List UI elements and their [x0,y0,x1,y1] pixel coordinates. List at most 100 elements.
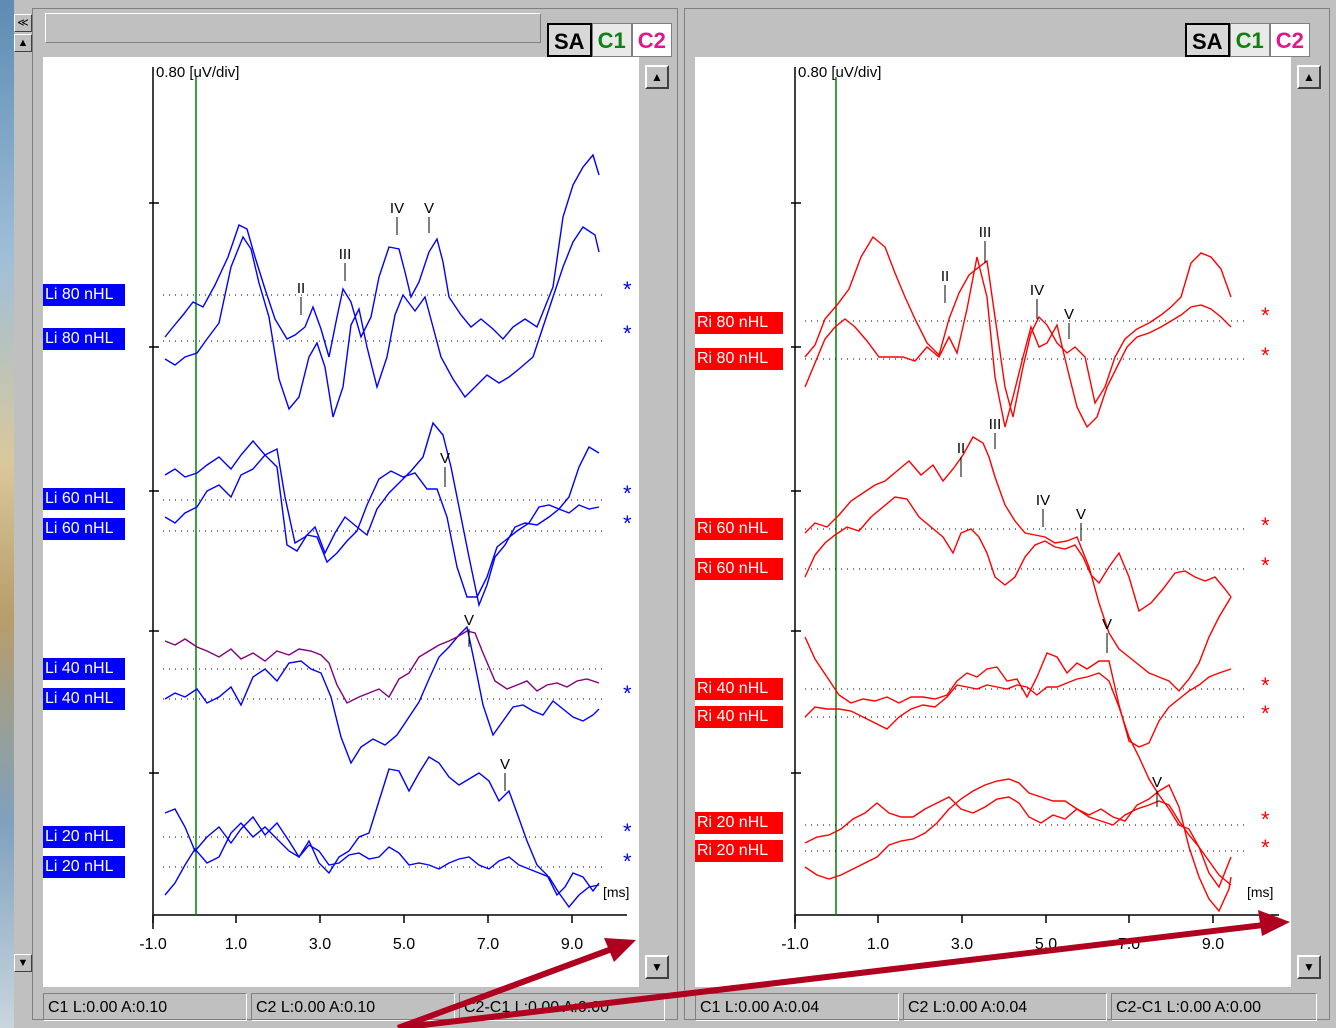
scroll-up-icon[interactable]: ▲ [645,65,669,89]
x-tick: 3.0 [951,936,973,953]
status-c2-c1: C2-C1 L:0.00 A:0.00 [1111,993,1317,1021]
svg-text:*: * [623,277,632,302]
status-c1: C1 L:0.00 A:0.10 [43,993,247,1021]
trace-label[interactable]: Li 80 nHL [43,284,125,306]
peak-label: III [989,416,1002,433]
trace-label[interactable]: Li 20 nHL [43,826,125,848]
trace-label[interactable]: Li 20 nHL [43,856,125,878]
svg-text:*: * [623,681,632,706]
x-tick-labels: -1.0 1.0 3.0 5.0 7.0 9.0 [139,936,583,953]
peak-label: III [979,224,992,241]
tab-c2[interactable]: C2 [631,23,672,57]
trace-label[interactable]: Ri 20 nHL [695,840,783,862]
scale-label: 0.80 [uV/div] [798,64,881,81]
peak-label: IV [390,200,404,217]
channel-tabs: SA C1 C2 [1185,23,1310,57]
vertical-scrollbar[interactable]: ▲ ▼ [1297,57,1321,987]
scroll-down-icon[interactable]: ▼ [14,954,32,972]
svg-text:*: * [1261,835,1270,860]
peak-markers: II III IV V V V V [297,200,510,791]
trace-label[interactable]: Ri 40 nHL [695,678,783,700]
status-c2: C2 L:0.00 A:0.04 [903,993,1107,1021]
svg-text:*: * [623,511,632,536]
y-ticks [149,202,159,774]
scroll-up-icon[interactable]: ▲ [14,34,32,52]
svg-text:*: * [1261,513,1270,538]
trace-label[interactable]: Li 60 nHL [43,488,125,510]
trace-label[interactable]: Ri 60 nHL [695,558,783,580]
peak-label: IV [1030,282,1044,299]
peak-label: V [1102,616,1112,633]
peak-label: II [957,440,965,457]
unit-label: [ms] [1247,884,1273,900]
tab-c1[interactable]: C1 [591,23,632,57]
trace-label[interactable]: Ri 60 nHL [695,518,783,540]
x-tick-labels: -1.0 1.0 3.0 5.0 7.0 9.0 [781,936,1224,953]
status-bar: C1 L:0.00 A:0.04 C2 L:0.00 A:0.04 C2-C1 … [695,993,1325,1021]
x-tick-marks [794,915,1214,923]
x-tick: -1.0 [781,936,809,953]
x-tick: 9.0 [1202,936,1224,953]
desktop-background [0,0,14,1028]
trace-label[interactable]: Ri 80 nHL [695,348,783,370]
peak-label: II [297,280,305,297]
svg-text:*: * [1261,303,1270,328]
svg-text:*: * [623,481,632,506]
baselines [805,320,1245,852]
tab-c2[interactable]: C2 [1269,23,1310,57]
x-tick: 5.0 [1035,936,1057,953]
outer-scrollbar[interactable]: ≪ ▲ ▼ [14,14,33,1014]
y-ticks [791,202,801,774]
channel-tabs: SA C1 C2 [547,23,672,57]
trace-label[interactable]: Li 40 nHL [43,688,125,710]
peak-label: V [1064,306,1074,323]
unit-label: [ms] [603,884,629,900]
status-c2: C2 L:0.00 A:0.10 [251,993,455,1021]
tab-sa[interactable]: SA [1185,23,1230,57]
peak-label: V [464,612,474,629]
x-tick: 7.0 [477,936,499,953]
svg-text:*: * [1261,701,1270,726]
trace-label[interactable]: Li 60 nHL [43,518,125,540]
trace-label[interactable]: Li 80 nHL [43,328,125,350]
svg-text:*: * [1261,807,1270,832]
peak-label: II [941,268,949,285]
x-tick: 7.0 [1118,936,1140,953]
svg-text:*: * [623,849,632,874]
svg-text:*: * [1261,343,1270,368]
right-ear-panel: SA C1 C2 0.80 [uV/div] [ms] -1.0 1.0 3.0 [684,8,1330,1021]
trace-canvas: 0.80 [uV/div] [ms] -1.0 1.0 3.0 5.0 7.0 … [781,64,1279,953]
trace-label[interactable]: Li 40 nHL [43,658,125,680]
trace-label[interactable]: Ri 20 nHL [695,812,783,834]
baselines [163,294,603,868]
trace-label[interactable]: Ri 80 nHL [695,312,783,334]
peak-label: V [500,756,510,773]
peak-label: III [339,246,352,263]
peak-label: V [440,450,450,467]
tab-c1[interactable]: C1 [1229,23,1270,57]
trace-purple [164,630,600,704]
scroll-down-icon[interactable]: ▼ [645,955,669,979]
scroll-up-icon[interactable]: ▲ [1297,65,1321,89]
vertical-scrollbar[interactable]: ▲ ▼ [645,57,669,987]
scroll-down-icon[interactable]: ▼ [1297,955,1321,979]
peak-label: V [424,200,434,217]
x-tick: 1.0 [225,936,247,953]
trace-label[interactable]: Ri 40 nHL [695,706,783,728]
star-markers: * * * * * * * * [1261,303,1270,860]
waveform-plot[interactable]: 0.80 [uV/div] [ms] -1.0 1.0 3.0 5.0 7.0 … [43,57,639,987]
collapse-icon[interactable]: ≪ [14,14,32,32]
star-markers: * * * * * * * [623,277,632,874]
x-tick: 9.0 [561,936,583,953]
traces-blue [164,153,600,909]
panel-titlebar [45,13,541,43]
x-tick: -1.0 [139,936,167,953]
svg-text:*: * [1261,553,1270,578]
left-ear-panel: SA C1 C2 0.80 [uV/div] [ms] -1.0 1.0 [32,8,678,1021]
waveform-plot[interactable]: 0.80 [uV/div] [ms] -1.0 1.0 3.0 5.0 7.0 … [695,57,1291,987]
x-tick-marks [152,915,573,923]
x-tick: 3.0 [309,936,331,953]
status-c1: C1 L:0.00 A:0.04 [695,993,899,1021]
tab-sa[interactable]: SA [547,23,592,57]
peak-label: IV [1036,492,1050,509]
